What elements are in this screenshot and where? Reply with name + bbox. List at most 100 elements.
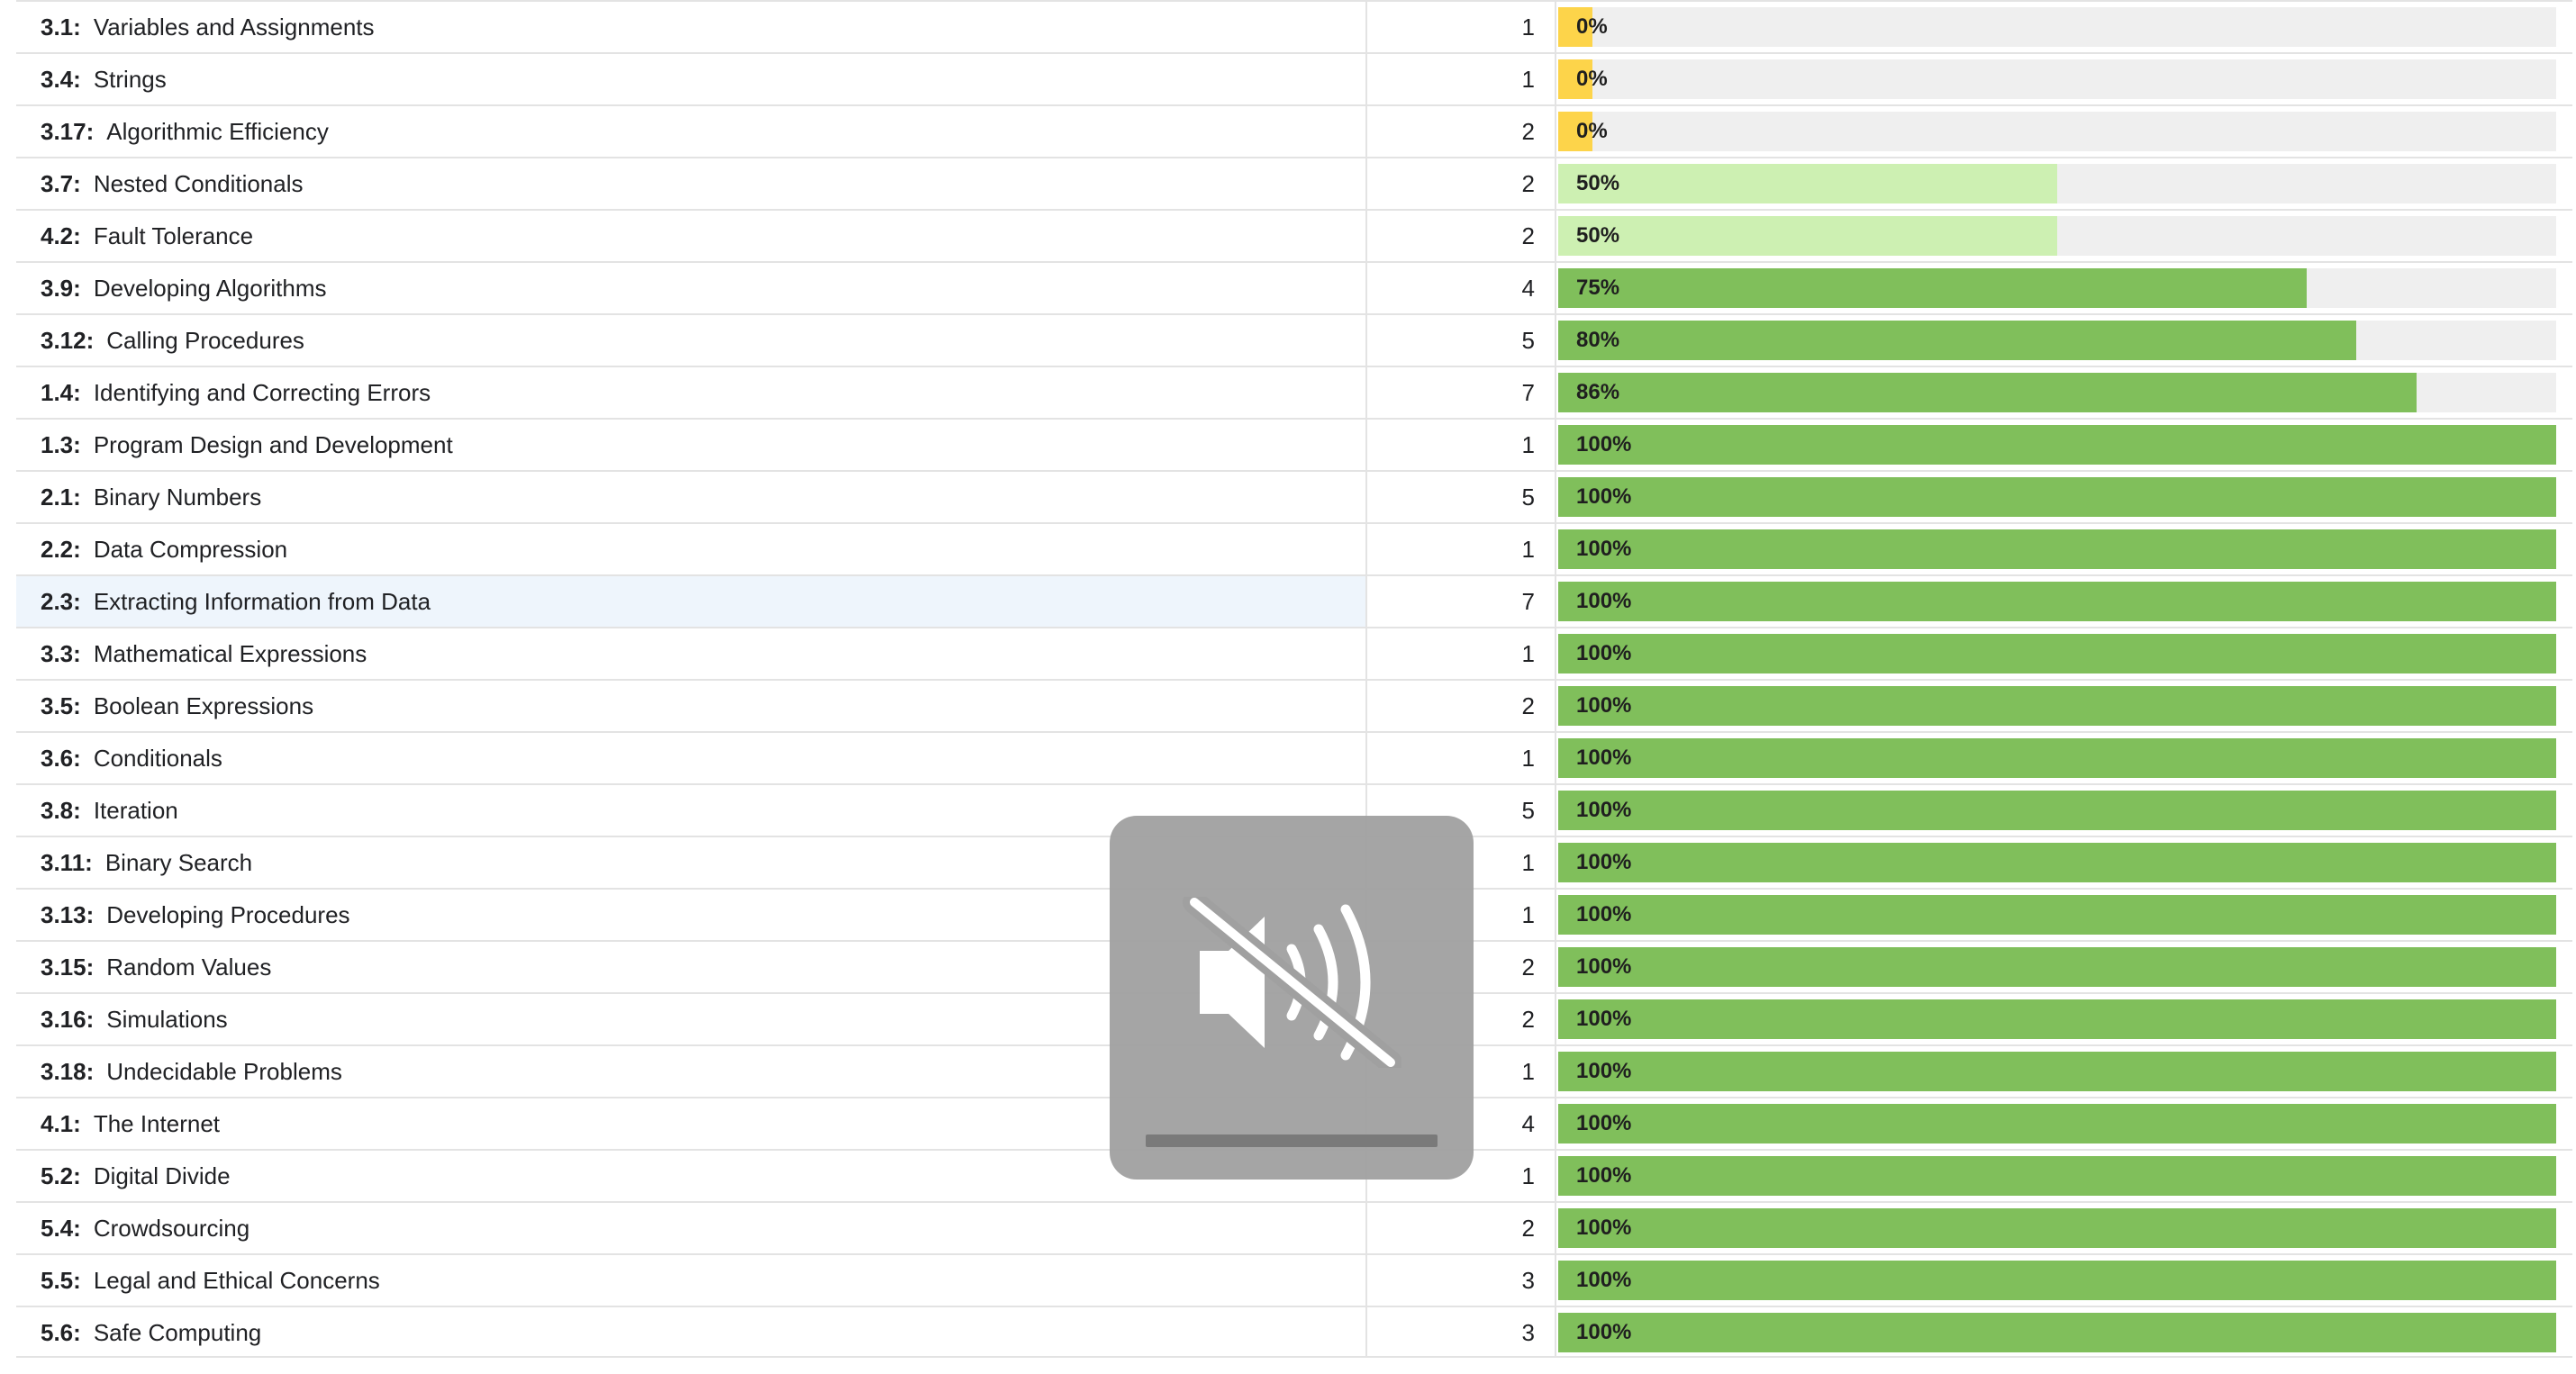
question-count: 5 bbox=[1367, 315, 1556, 366]
table-row[interactable]: 3.6: Conditionals 1 100% bbox=[16, 731, 2572, 783]
topic-code: 3.5: bbox=[41, 692, 81, 719]
progress-bar: 100% bbox=[1558, 1052, 2556, 1091]
topic-code: 3.9: bbox=[41, 274, 81, 302]
progress-bar-fill bbox=[1558, 895, 2556, 935]
topic-code: 3.17: bbox=[41, 117, 95, 145]
table-row[interactable]: 2.1: Binary Numbers 5 100% bbox=[16, 470, 2572, 522]
topic-code: 3.18: bbox=[41, 1057, 95, 1085]
table-row[interactable]: 5.5: Legal and Ethical Concerns 3 100% bbox=[16, 1253, 2572, 1306]
question-count: 1 bbox=[1367, 420, 1556, 470]
question-count: 1 bbox=[1367, 890, 1556, 940]
topic-cell: 2.1: Binary Numbers bbox=[16, 472, 1367, 522]
table-row[interactable]: 3.4: Strings 1 0% bbox=[16, 52, 2572, 104]
table-row[interactable]: 3.8: Iteration 5 100% bbox=[16, 783, 2572, 836]
topic-code: 3.15: bbox=[41, 953, 95, 981]
table-row[interactable]: 4.2: Fault Tolerance 2 50% bbox=[16, 209, 2572, 261]
topic-name: Undecidable Problems bbox=[106, 1057, 342, 1085]
table-row[interactable]: 3.7: Nested Conditionals 2 50% bbox=[16, 157, 2572, 209]
topic-cell: 3.3: Mathematical Expressions bbox=[16, 628, 1367, 679]
progress-bar-fill bbox=[1558, 477, 2556, 517]
topic-code: 2.1: bbox=[41, 483, 81, 511]
topic-code: 1.3: bbox=[41, 430, 81, 458]
topic-code: 5.2: bbox=[41, 1162, 81, 1189]
table-row[interactable]: 3.12: Calling Procedures 5 80% bbox=[16, 313, 2572, 366]
topic-cell: 3.11: Binary Search bbox=[16, 837, 1367, 888]
progress-bar: 100% bbox=[1558, 1156, 2556, 1196]
progress-bar-fill bbox=[1558, 686, 2556, 726]
progress-bar: 100% bbox=[1558, 791, 2556, 830]
progress-percent-label: 50% bbox=[1576, 171, 1620, 195]
progress-percent-label: 100% bbox=[1576, 1163, 1632, 1188]
question-count: 2 bbox=[1367, 994, 1556, 1044]
progress-bar: 50% bbox=[1558, 216, 2556, 256]
table-row[interactable]: 3.11: Binary Search 1 100% bbox=[16, 836, 2572, 888]
topic-name: Conditionals bbox=[93, 744, 222, 772]
question-count: 2 bbox=[1367, 1203, 1556, 1253]
topic-name: Calling Procedures bbox=[106, 326, 304, 354]
topic-cell: 4.1: The Internet bbox=[16, 1098, 1367, 1149]
progress-bar: 100% bbox=[1558, 634, 2556, 673]
question-count: 5 bbox=[1367, 472, 1556, 522]
progress-bar: 100% bbox=[1558, 477, 2556, 517]
table-row[interactable]: 4.1: The Internet 4 100% bbox=[16, 1097, 2572, 1149]
table-row[interactable]: 2.3: Extracting Information from Data 7 100… bbox=[16, 574, 2572, 627]
topic-name: The Internet bbox=[93, 1109, 221, 1137]
table-row[interactable]: 5.6: Safe Computing 3 100% bbox=[16, 1306, 2572, 1358]
progress-bar-fill bbox=[1558, 216, 2057, 256]
progress-bar-fill bbox=[1558, 164, 2057, 203]
question-count: 2 bbox=[1367, 106, 1556, 157]
topic-cell: 3.1: Variables and Assignments bbox=[16, 2, 1367, 52]
progress-bar: 100% bbox=[1558, 1313, 2556, 1352]
table-row[interactable]: 3.9: Developing Algorithms 4 75% bbox=[16, 261, 2572, 313]
table-row[interactable]: 3.18: Undecidable Problems 1 100% bbox=[16, 1044, 2572, 1097]
topic-name: Boolean Expressions bbox=[93, 692, 314, 719]
progress-percent-label: 100% bbox=[1576, 902, 1632, 927]
table-row[interactable]: 2.2: Data Compression 1 100% bbox=[16, 522, 2572, 574]
table-row[interactable]: 3.15: Random Values 2 100% bbox=[16, 940, 2572, 992]
progress-percent-label: 100% bbox=[1576, 1111, 1632, 1135]
table-row[interactable]: 3.17: Algorithmic Efficiency 2 0% bbox=[16, 104, 2572, 157]
table-row[interactable]: 3.1: Variables and Assignments 1 0% bbox=[16, 0, 2572, 52]
question-count: 2 bbox=[1367, 158, 1556, 209]
progress-bar: 80% bbox=[1558, 321, 2556, 360]
topic-name: Developing Algorithms bbox=[93, 274, 327, 302]
progress-bar: 100% bbox=[1558, 947, 2556, 987]
topic-name: Variables and Assignments bbox=[93, 13, 375, 41]
table-row[interactable]: 3.13: Developing Procedures 1 100% bbox=[16, 888, 2572, 940]
progress-bar-fill bbox=[1558, 529, 2556, 569]
topic-code: 3.13: bbox=[41, 900, 95, 928]
progress-bar: 0% bbox=[1558, 7, 2556, 47]
table-row[interactable]: 5.4: Crowdsourcing 2 100% bbox=[16, 1201, 2572, 1253]
table-row[interactable]: 1.3: Program Design and Development 1 100% bbox=[16, 418, 2572, 470]
progress-percent-label: 0% bbox=[1576, 67, 1608, 91]
progress-bar-fill bbox=[1558, 112, 1592, 151]
progress-bar-fill bbox=[1558, 1261, 2556, 1300]
progress-bar: 100% bbox=[1558, 686, 2556, 726]
table-row[interactable]: 3.5: Boolean Expressions 2 100% bbox=[16, 679, 2572, 731]
topic-name: Extracting Information from Data bbox=[93, 587, 431, 615]
progress-percent-label: 100% bbox=[1576, 1059, 1632, 1083]
topic-cell: 4.2: Fault Tolerance bbox=[16, 211, 1367, 261]
topic-name: Nested Conditionals bbox=[93, 169, 304, 197]
table-row[interactable]: 3.3: Mathematical Expressions 1 100% bbox=[16, 627, 2572, 679]
progress-bar-fill bbox=[1558, 59, 1592, 99]
question-count: 1 bbox=[1367, 524, 1556, 574]
progress-bar: 0% bbox=[1558, 59, 2556, 99]
topic-cell: 3.17: Algorithmic Efficiency bbox=[16, 106, 1367, 157]
topic-cell: 3.6: Conditionals bbox=[16, 733, 1367, 783]
topic-code: 3.6: bbox=[41, 744, 81, 772]
topic-cell: 3.13: Developing Procedures bbox=[16, 890, 1367, 940]
topic-code: 3.3: bbox=[41, 639, 81, 667]
question-count: 4 bbox=[1367, 1098, 1556, 1149]
progress-bar-fill bbox=[1558, 1104, 2556, 1143]
progress-bar: 100% bbox=[1558, 425, 2556, 465]
progress-percent-label: 100% bbox=[1576, 1320, 1632, 1344]
table-row[interactable]: 1.4: Identifying and Correcting Errors 7 86… bbox=[16, 366, 2572, 418]
topic-cell: 3.18: Undecidable Problems bbox=[16, 1046, 1367, 1097]
topic-name: Strings bbox=[93, 65, 167, 93]
progress-percent-label: 100% bbox=[1576, 484, 1632, 509]
question-count: 1 bbox=[1367, 733, 1556, 783]
question-count: 2 bbox=[1367, 942, 1556, 992]
topic-cell: 3.7: Nested Conditionals bbox=[16, 158, 1367, 209]
progress-bar-fill bbox=[1558, 791, 2556, 830]
